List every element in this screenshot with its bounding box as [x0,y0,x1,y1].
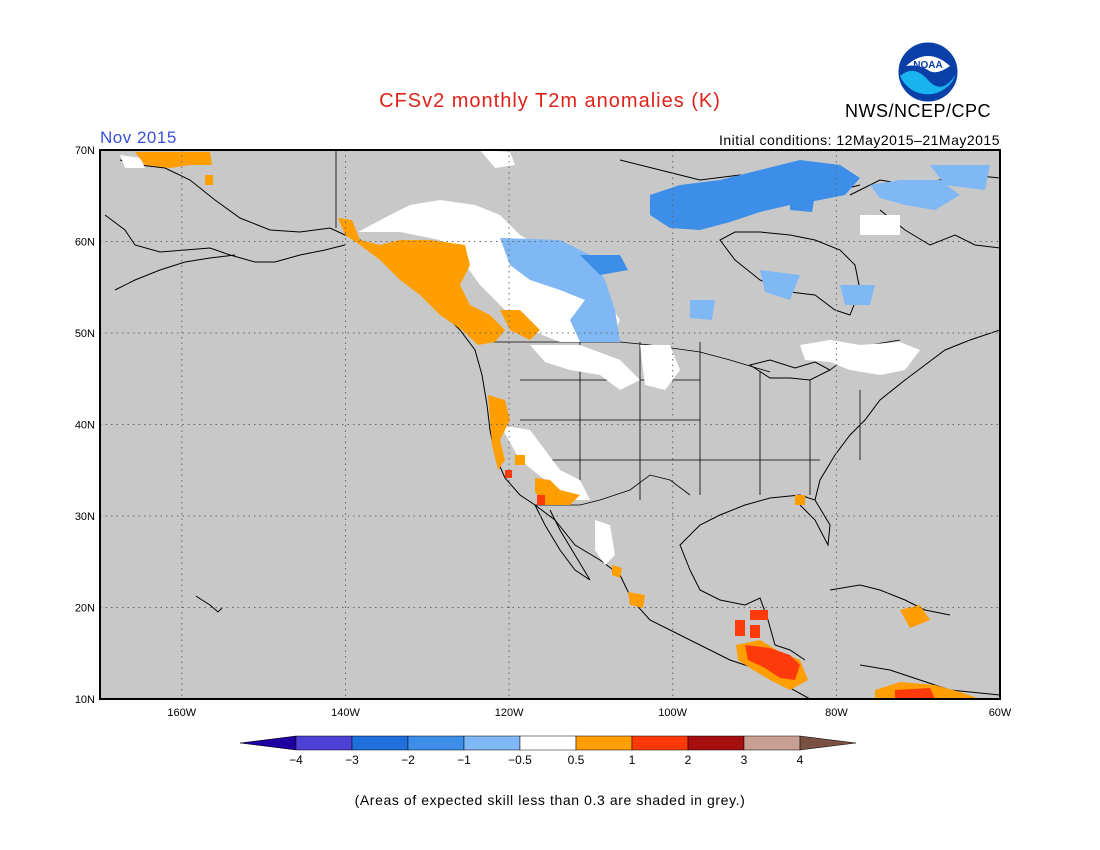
lon-label: 60W [989,707,1012,719]
anomaly-patches [120,150,990,699]
colorbar-segment [519,735,577,751]
colorbar-tick-label: 0.5 [568,753,585,767]
chart-title: CFSv2 monthly T2m anomalies (K) [379,90,721,112]
colorbar-tick-label: 2 [685,753,692,767]
colorbar-tick-label: −3 [345,753,359,767]
colorbar-segment [631,735,689,751]
colorbar-segment [799,735,857,751]
lat-label: 20N [75,603,95,615]
colorbar-tick-label: 3 [741,753,748,767]
lon-label: 100W [658,707,687,719]
anomaly-map: 70N 60N 50N 40N 30N 20N 10N 160W 140W 12… [75,145,1012,719]
map-frame [99,149,1001,700]
colorbar-segment [351,735,409,751]
colorbar-segment [743,735,801,751]
lat-label: 50N [75,328,95,340]
lat-label: 40N [75,420,95,432]
colorbar-tick-label: −0.5 [508,753,532,767]
lat-label: 60N [75,237,95,249]
forecast-month: Nov 2015 [100,128,177,147]
colorbar-tick-label: 1 [629,753,636,767]
lat-labels: 70N 60N 50N 40N 30N 20N 10N [75,145,95,706]
lat-label: 70N [75,145,95,157]
colorbar: −4 −3 −2 −1 −0.5 0.5 1 2 3 4 [239,735,857,767]
grid-lines [100,150,1000,699]
lon-label: 140W [331,707,360,719]
colorbar-tick-label: −4 [289,753,303,767]
lat-label: 30N [75,511,95,523]
colorbar-tick-label: 4 [797,753,804,767]
logo-text: NOAA [913,60,942,71]
organization-label: NWS/NCEP/CPC [845,101,992,121]
lon-label: 120W [495,707,524,719]
colorbar-tick-label: −2 [401,753,415,767]
noaa-logo: NOAA [897,41,959,103]
colorbar-segment [295,735,353,751]
footnote: (Areas of expected skill less than 0.3 a… [354,792,746,808]
colorbar-segment [463,735,521,751]
lon-label: 160W [167,707,196,719]
lon-labels: 160W 140W 120W 100W 80W 60W [167,707,1011,719]
lat-label: 10N [75,694,95,706]
colorbar-segment [239,735,297,751]
colorbar-segment [407,735,465,751]
colorbar-tick-label: −1 [457,753,471,767]
colorbar-segment [575,735,633,751]
colorbar-segment [687,735,745,751]
initial-conditions: Initial conditions: 12May2015–21May2015 [718,132,1000,148]
lon-label: 80W [825,707,848,719]
